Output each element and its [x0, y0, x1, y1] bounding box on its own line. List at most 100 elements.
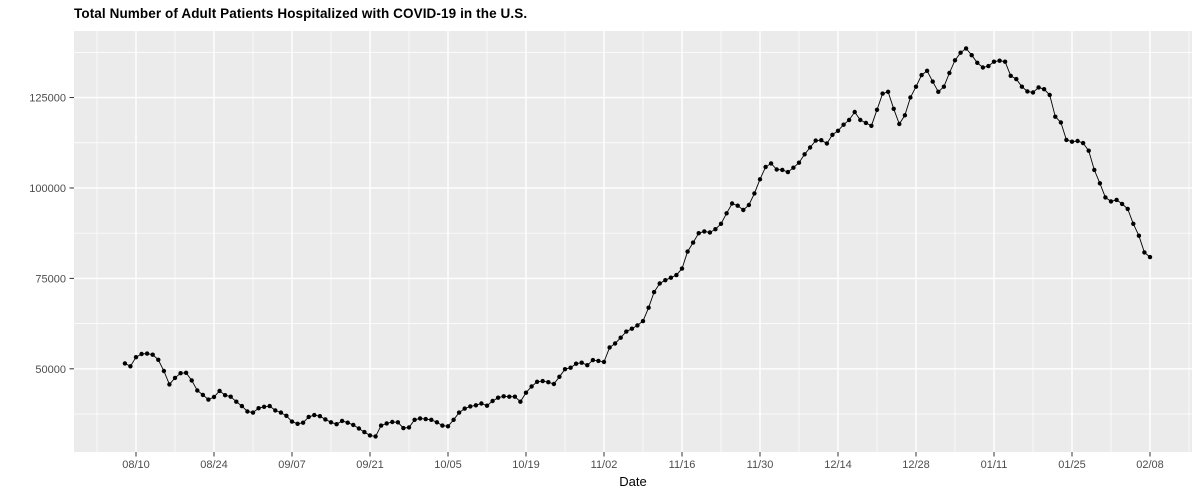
data-point	[746, 202, 752, 208]
data-point	[195, 388, 200, 393]
data-point	[969, 53, 974, 58]
data-point	[1147, 254, 1153, 260]
data-point	[651, 289, 657, 295]
data-point	[612, 341, 618, 346]
x-tick-label: 02/08	[1136, 459, 1164, 471]
data-point	[234, 399, 239, 404]
data-point	[562, 367, 568, 372]
data-point	[178, 371, 183, 376]
data-point	[1119, 201, 1125, 207]
data-point	[941, 84, 947, 89]
x-tick-label: 11/30	[747, 459, 774, 471]
data-point	[217, 388, 222, 394]
data-point	[830, 132, 835, 137]
data-point	[729, 201, 735, 206]
data-point	[373, 434, 378, 439]
data-point	[551, 381, 557, 387]
data-point	[156, 357, 161, 362]
data-point	[228, 394, 233, 399]
data-point	[412, 417, 417, 422]
data-point	[267, 403, 272, 409]
gridlines	[74, 31, 1192, 452]
data-point	[607, 345, 612, 350]
y-tick-label: 100000	[29, 183, 66, 195]
data-point	[284, 413, 289, 418]
data-point	[250, 410, 256, 415]
data-point	[1092, 167, 1097, 173]
data-point	[1002, 59, 1008, 64]
data-point	[306, 414, 311, 420]
y-tick-label: 50000	[35, 364, 66, 376]
data-point	[557, 374, 562, 379]
data-point	[975, 60, 980, 65]
data-point	[295, 421, 300, 426]
data-point	[1030, 90, 1036, 95]
x-tick-label: 09/21	[356, 459, 384, 471]
data-point	[713, 227, 718, 232]
data-point	[618, 335, 623, 340]
data-point	[869, 123, 874, 128]
data-point	[540, 378, 545, 384]
y-tick-label: 125000	[29, 93, 66, 105]
data-point	[585, 363, 590, 368]
data-point	[891, 106, 896, 112]
data-point	[167, 382, 172, 387]
data-point	[523, 390, 529, 395]
data-point	[702, 229, 707, 234]
data-point	[724, 211, 729, 216]
data-point	[456, 410, 462, 415]
data-point	[501, 394, 506, 399]
data-point	[980, 65, 986, 70]
data-point	[150, 352, 155, 357]
data-point	[768, 161, 774, 166]
data-point	[596, 358, 601, 364]
x-tick-label: 09/07	[278, 459, 306, 471]
data-point	[484, 403, 490, 408]
data-point	[401, 425, 406, 431]
data-point	[529, 384, 534, 389]
data-point	[824, 141, 830, 146]
data-point	[573, 361, 579, 366]
data-point	[440, 423, 445, 428]
data-point	[1014, 76, 1019, 82]
data-point	[735, 203, 740, 208]
data-points	[122, 46, 1153, 439]
data-point	[323, 417, 328, 422]
data-point	[351, 422, 356, 428]
data-point	[646, 305, 651, 310]
data-point	[858, 117, 863, 123]
data-point	[1036, 85, 1041, 90]
data-point	[696, 231, 701, 236]
data-point	[406, 425, 412, 430]
data-point	[852, 109, 857, 115]
data-point	[206, 397, 211, 402]
axes: 08/10 08/24 09/07 09/21 10/05 10/19 11/02 11/16…	[29, 93, 1163, 471]
data-point	[128, 364, 133, 369]
data-point	[468, 404, 473, 409]
data-point	[997, 58, 1002, 63]
data-point	[161, 368, 167, 374]
data-point	[328, 420, 334, 425]
x-tick-label: 01/25	[1058, 459, 1086, 471]
data-point	[640, 318, 646, 324]
data-point	[490, 398, 495, 404]
data-point	[1025, 89, 1030, 94]
data-point	[546, 380, 551, 385]
data-point	[256, 406, 261, 411]
data-point	[518, 399, 523, 404]
data-point	[757, 177, 763, 182]
data-point	[741, 207, 746, 213]
data-point	[144, 351, 150, 356]
data-point	[874, 107, 880, 113]
data-point	[395, 420, 401, 425]
data-point	[674, 272, 679, 278]
data-point	[707, 230, 713, 235]
data-point	[122, 361, 128, 366]
data-point	[172, 375, 178, 381]
data-point	[780, 167, 785, 173]
data-point	[919, 72, 924, 78]
data-point	[367, 433, 373, 438]
x-tick-label: 11/16	[669, 459, 696, 471]
data-point	[239, 403, 245, 409]
